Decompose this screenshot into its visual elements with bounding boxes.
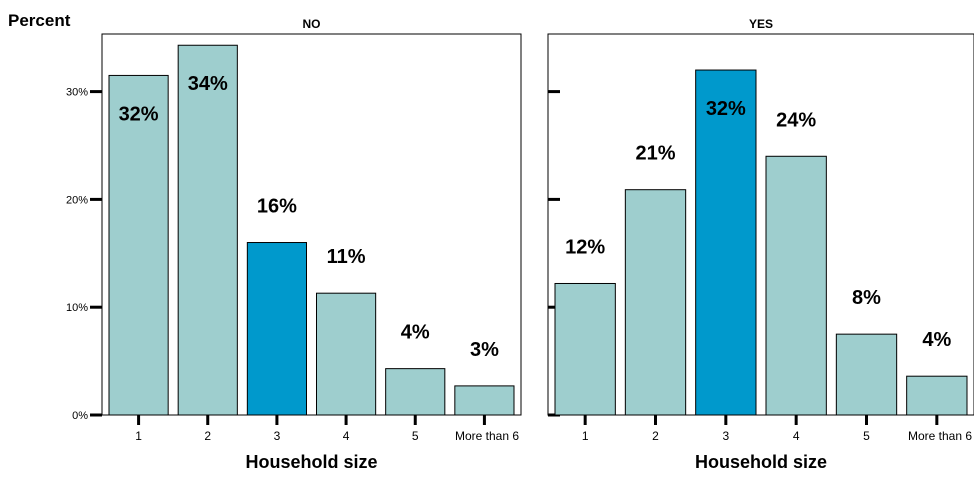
data-label: 12% bbox=[565, 236, 605, 258]
x-tick-label: 5 bbox=[863, 429, 870, 443]
x-tick-label: More than 6 bbox=[908, 429, 972, 443]
x-axis-label-no: Household size bbox=[245, 452, 377, 472]
y-axis-label: Percent bbox=[8, 11, 71, 30]
panel-title-yes: YES bbox=[749, 17, 773, 31]
bar-no-4 bbox=[316, 292, 377, 416]
y-tick-label: 30% bbox=[66, 87, 88, 99]
panel-frame-no bbox=[101, 33, 522, 416]
data-label: 32% bbox=[119, 103, 159, 125]
bar-no-6 bbox=[454, 385, 515, 416]
data-label: 32% bbox=[706, 98, 746, 120]
bar-yes-4 bbox=[765, 155, 827, 416]
bar-yes-6 bbox=[906, 375, 968, 416]
bar-no-2 bbox=[177, 44, 238, 416]
bar-yes-2 bbox=[624, 189, 687, 416]
x-tick-label: 2 bbox=[652, 429, 659, 443]
bar-no-3 bbox=[246, 242, 307, 416]
data-label: 16% bbox=[257, 196, 297, 218]
bar-yes-5 bbox=[835, 333, 898, 416]
x-tick-label: 4 bbox=[343, 429, 350, 443]
data-label: 34% bbox=[188, 73, 228, 95]
x-tick-label: 1 bbox=[582, 429, 589, 443]
panel-frame-yes bbox=[547, 33, 974, 416]
x-tick-label: 3 bbox=[274, 429, 281, 443]
bar-no-1 bbox=[108, 74, 169, 416]
data-label: 8% bbox=[852, 287, 881, 309]
y-tick-label: 0% bbox=[72, 410, 88, 422]
data-label: 24% bbox=[776, 109, 816, 131]
data-label: 21% bbox=[635, 143, 675, 165]
data-label: 4% bbox=[922, 329, 951, 351]
x-axis-label-yes: Household size bbox=[695, 452, 827, 472]
y-tick-label: 20% bbox=[66, 194, 88, 206]
x-tick-label: More than 6 bbox=[455, 429, 519, 443]
bar-yes-3 bbox=[695, 69, 757, 416]
x-tick-label: 5 bbox=[412, 429, 419, 443]
x-tick-label: 3 bbox=[722, 429, 729, 443]
y-tick-label: 10% bbox=[66, 302, 88, 314]
x-tick-label: 2 bbox=[204, 429, 211, 443]
data-label: 3% bbox=[470, 339, 499, 361]
data-label: 4% bbox=[401, 322, 430, 344]
x-tick-label: 4 bbox=[793, 429, 800, 443]
data-label: 11% bbox=[327, 246, 366, 268]
chart-marks: 0%10%20%30%132%234%316%411%54%More than … bbox=[66, 44, 972, 443]
bar-no-5 bbox=[385, 368, 446, 416]
bar-yes-1 bbox=[554, 282, 616, 416]
panel-title-no: NO bbox=[303, 17, 321, 31]
x-tick-label: 1 bbox=[135, 429, 142, 443]
